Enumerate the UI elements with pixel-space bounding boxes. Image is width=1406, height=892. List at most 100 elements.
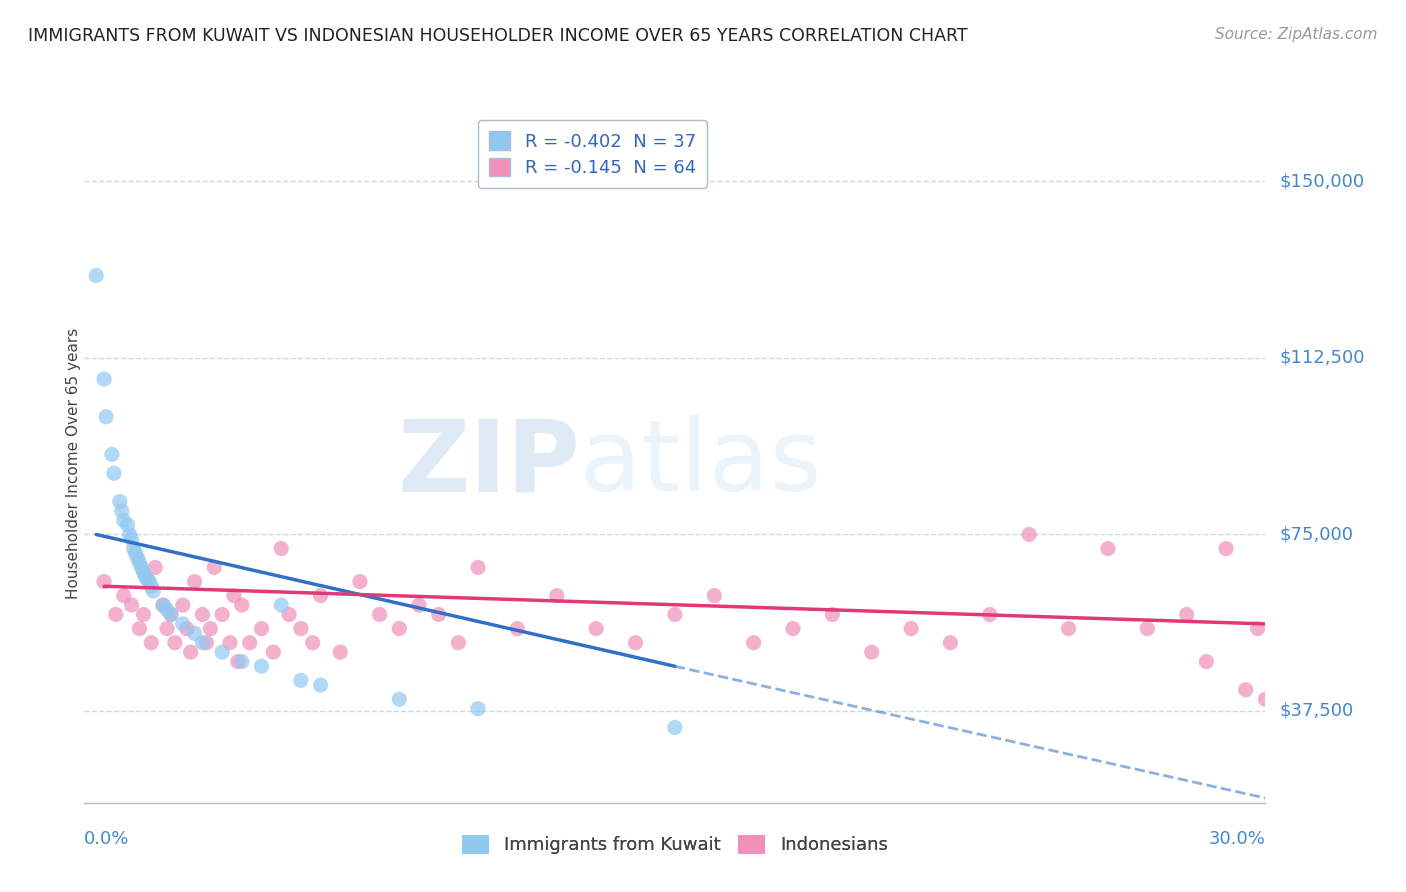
Point: [118, 527, 141, 541]
Point: [156, 622, 179, 636]
Legend: Immigrants from Kuwait, Indonesians: Immigrants from Kuwait, Indonesians: [454, 828, 896, 862]
Point: [152, 598, 174, 612]
Point: [1057, 622, 1080, 636]
Point: [1136, 622, 1159, 636]
Text: IMMIGRANTS FROM KUWAIT VS INDONESIAN HOUSEHOLDER INCOME OVER 65 YEARS CORRELATIO: IMMIGRANTS FROM KUWAIT VS INDONESIAN HOU…: [28, 27, 967, 45]
Point: [195, 636, 218, 650]
Point: [202, 560, 225, 574]
Point: [94, 409, 117, 424]
Point: [979, 607, 1001, 622]
Point: [117, 518, 139, 533]
Point: [172, 598, 194, 612]
Point: [290, 622, 312, 636]
Point: [200, 622, 222, 636]
Point: [329, 645, 352, 659]
Text: ZIP: ZIP: [398, 416, 581, 512]
Point: [211, 645, 233, 659]
Point: [1195, 655, 1218, 669]
Point: [703, 589, 725, 603]
Point: [84, 268, 107, 283]
Point: [467, 560, 489, 574]
Point: [1215, 541, 1237, 556]
Point: [160, 607, 183, 622]
Point: [1175, 607, 1198, 622]
Point: [121, 532, 143, 546]
Point: [262, 645, 284, 659]
Point: [108, 494, 131, 508]
Point: [1097, 541, 1119, 556]
Text: $75,000: $75,000: [1279, 525, 1354, 543]
Point: [156, 603, 179, 617]
Point: [388, 622, 411, 636]
Text: $37,500: $37,500: [1279, 702, 1354, 720]
Point: [183, 574, 205, 589]
Point: [131, 560, 153, 574]
Point: [160, 607, 183, 622]
Point: [447, 636, 470, 650]
Point: [127, 551, 149, 566]
Point: [128, 622, 150, 636]
Point: [142, 584, 165, 599]
Point: [231, 655, 253, 669]
Point: [860, 645, 883, 659]
Point: [1018, 527, 1040, 541]
Point: [132, 607, 155, 622]
Point: [270, 598, 292, 612]
Point: [309, 678, 332, 692]
Point: [1246, 622, 1268, 636]
Text: $112,500: $112,500: [1279, 349, 1365, 367]
Point: [134, 570, 156, 584]
Point: [250, 622, 273, 636]
Point: [1254, 692, 1277, 706]
Point: [742, 636, 765, 650]
Point: [301, 636, 323, 650]
Point: [191, 636, 214, 650]
Point: [136, 572, 159, 586]
Point: [821, 607, 844, 622]
Point: [183, 626, 205, 640]
Point: [1234, 682, 1257, 697]
Point: [939, 636, 962, 650]
Point: [219, 636, 242, 650]
Point: [128, 556, 150, 570]
Text: Source: ZipAtlas.com: Source: ZipAtlas.com: [1215, 27, 1378, 42]
Point: [211, 607, 233, 622]
Point: [112, 513, 135, 527]
Point: [290, 673, 312, 688]
Point: [101, 447, 124, 461]
Point: [506, 622, 529, 636]
Point: [250, 659, 273, 673]
Point: [624, 636, 647, 650]
Point: [239, 636, 262, 650]
Point: [278, 607, 301, 622]
Point: [309, 589, 332, 603]
Point: [467, 701, 489, 715]
Point: [163, 636, 186, 650]
Point: [143, 560, 166, 574]
Text: $150,000: $150,000: [1279, 172, 1365, 190]
Point: [368, 607, 391, 622]
Point: [585, 622, 607, 636]
Point: [112, 589, 135, 603]
Y-axis label: Householder Income Over 65 years: Householder Income Over 65 years: [66, 328, 80, 599]
Point: [104, 607, 127, 622]
Point: [408, 598, 430, 612]
Text: 30.0%: 30.0%: [1209, 830, 1265, 848]
Point: [664, 607, 686, 622]
Point: [191, 607, 214, 622]
Point: [141, 579, 163, 593]
Point: [93, 372, 115, 386]
Point: [180, 645, 202, 659]
Point: [226, 655, 249, 669]
Point: [664, 721, 686, 735]
Point: [132, 565, 155, 579]
Point: [222, 589, 245, 603]
Point: [121, 598, 143, 612]
Point: [900, 622, 922, 636]
Point: [141, 636, 163, 650]
Point: [427, 607, 450, 622]
Point: [138, 574, 160, 589]
Point: [782, 622, 804, 636]
Point: [122, 541, 145, 556]
Text: atlas: atlas: [581, 416, 823, 512]
